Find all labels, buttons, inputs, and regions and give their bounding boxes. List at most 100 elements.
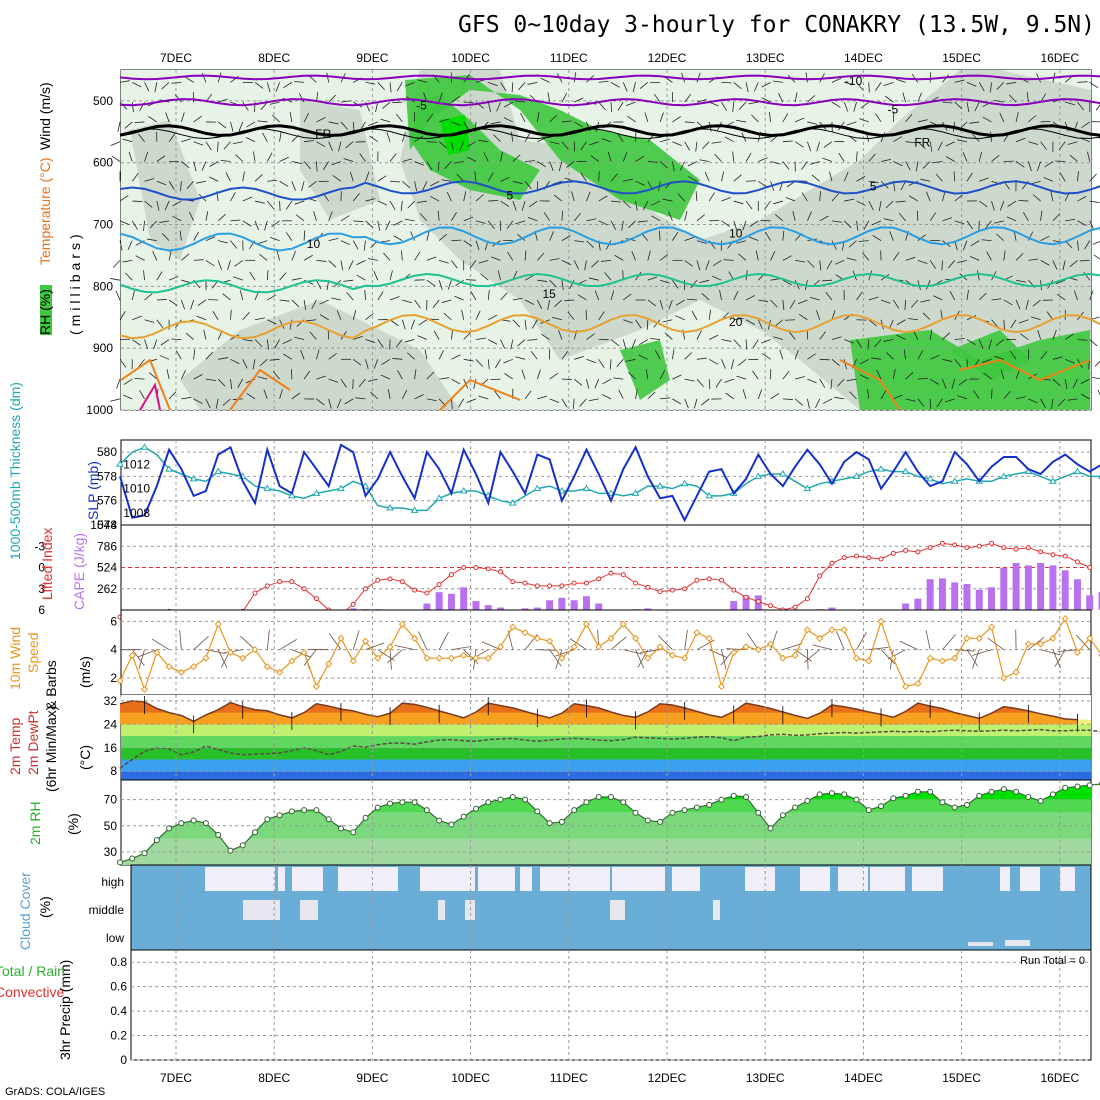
- lifted-index-point: [731, 587, 737, 593]
- rh-high-area: [950, 330, 1030, 380]
- wind-barb: [892, 369, 896, 380]
- wind-barb: [733, 339, 741, 348]
- wind-barb: [856, 291, 863, 301]
- wind-barb: [761, 82, 771, 88]
- wind-barb: [193, 161, 197, 172]
- wind-barb: [904, 299, 906, 310]
- wind10m-point: [1073, 648, 1081, 657]
- wind-barb: [1018, 199, 1029, 202]
- wind-barb: [580, 141, 587, 151]
- wind-barb: [119, 240, 123, 251]
- isotherm: [119, 226, 1100, 252]
- wind-barb: [708, 309, 711, 320]
- wind-barb: [626, 101, 636, 106]
- rh2m-point: [411, 799, 418, 806]
- isotherm-label: 5: [507, 188, 514, 202]
- slp-tick: 1012: [123, 457, 150, 471]
- wind-barb: [487, 102, 492, 112]
- wind-barb: [553, 194, 563, 202]
- wind-barb: [537, 252, 545, 261]
- wind-barb: [635, 319, 642, 329]
- wind10m-point: [779, 654, 787, 662]
- cape-bar: [558, 597, 566, 610]
- wind-barb: [1020, 333, 1029, 340]
- lifted-index-point: [682, 586, 688, 592]
- wind-barb: [193, 115, 202, 123]
- wind-barb: [209, 161, 219, 167]
- wind-barb: [993, 100, 1004, 103]
- wind10m-point: [865, 657, 873, 665]
- minmax-label: (6hr Min/Max): [43, 706, 59, 792]
- wind-barb: [1046, 311, 1054, 320]
- wind-barb: [794, 280, 800, 290]
- lifted-index-point: [424, 590, 430, 596]
- wind-barb: [1081, 121, 1090, 128]
- wind-barb: [365, 339, 376, 343]
- lifted-index-point: [1074, 559, 1080, 565]
- wind10m-barb: [217, 649, 228, 668]
- wind10m-barb: [726, 648, 747, 651]
- wind-barb: [168, 133, 176, 142]
- wind-barb: [859, 358, 869, 365]
- wind10m-barb: [637, 649, 649, 668]
- wind-barb: [1000, 200, 1005, 211]
- wind-barb: [112, 260, 121, 268]
- wind-barb: [230, 219, 241, 222]
- wind-barb: [672, 279, 679, 289]
- cloud-high-block: [205, 867, 275, 891]
- wind-barb: [352, 309, 357, 320]
- wind-barb: [647, 250, 651, 261]
- wind-barb: [304, 140, 315, 143]
- precip-tick: 0.4: [110, 1004, 127, 1018]
- wind-barb: [404, 339, 415, 343]
- wind-barb: [892, 111, 895, 122]
- wind10m-point: [447, 654, 455, 662]
- wind-barb: [758, 180, 767, 188]
- wind-barb: [757, 389, 763, 400]
- rh2m-point: [828, 790, 835, 797]
- lifted-index-point: [841, 555, 847, 561]
- wind-barb: [259, 359, 268, 367]
- wind-barb: [730, 359, 735, 370]
- cape-bar: [1086, 595, 1094, 610]
- wind-barb: [524, 274, 535, 281]
- isotherm: [119, 272, 1100, 294]
- wind-barb: [527, 81, 538, 85]
- wind-barb: [393, 235, 403, 241]
- wind-barb: [628, 220, 636, 229]
- wind-barb: [699, 159, 710, 162]
- wind-barb: [885, 200, 894, 209]
- wind-barb: [269, 236, 280, 241]
- wind-barb: [242, 359, 248, 369]
- wind-barb: [377, 200, 388, 206]
- wind-barb: [937, 141, 943, 151]
- wind-barb: [343, 158, 354, 162]
- rh2m-tick: 50: [104, 819, 118, 833]
- rh2m-band: [121, 812, 1091, 839]
- temp-band: [121, 724, 1091, 737]
- wind-barb: [294, 200, 305, 205]
- wind-barb: [610, 82, 620, 88]
- wind-barb: [232, 141, 243, 145]
- wind-barb: [375, 102, 379, 112]
- cape-bar: [472, 601, 480, 610]
- wind-barb: [122, 394, 133, 400]
- bottom-date-label: 14DEC: [844, 1071, 883, 1085]
- wind-barb: [782, 398, 793, 400]
- wind-barb: [168, 250, 172, 261]
- wind-barb: [695, 141, 698, 152]
- wind-barb: [490, 121, 501, 125]
- wind-barb: [344, 398, 354, 405]
- cloud-high-block: [292, 867, 323, 891]
- wind-barb: [201, 161, 207, 171]
- wind-barb: [353, 335, 363, 340]
- wind-barb: [701, 141, 710, 150]
- wind-barb: [846, 121, 857, 126]
- wind-barb: [392, 101, 403, 104]
- wind-barb: [309, 331, 317, 340]
- wind-barb: [111, 155, 121, 162]
- wind-barb: [326, 72, 330, 83]
- wind10m-tick: 6: [110, 614, 117, 628]
- cloud-high-block: [1060, 867, 1075, 891]
- lifted-index-point: [854, 553, 859, 559]
